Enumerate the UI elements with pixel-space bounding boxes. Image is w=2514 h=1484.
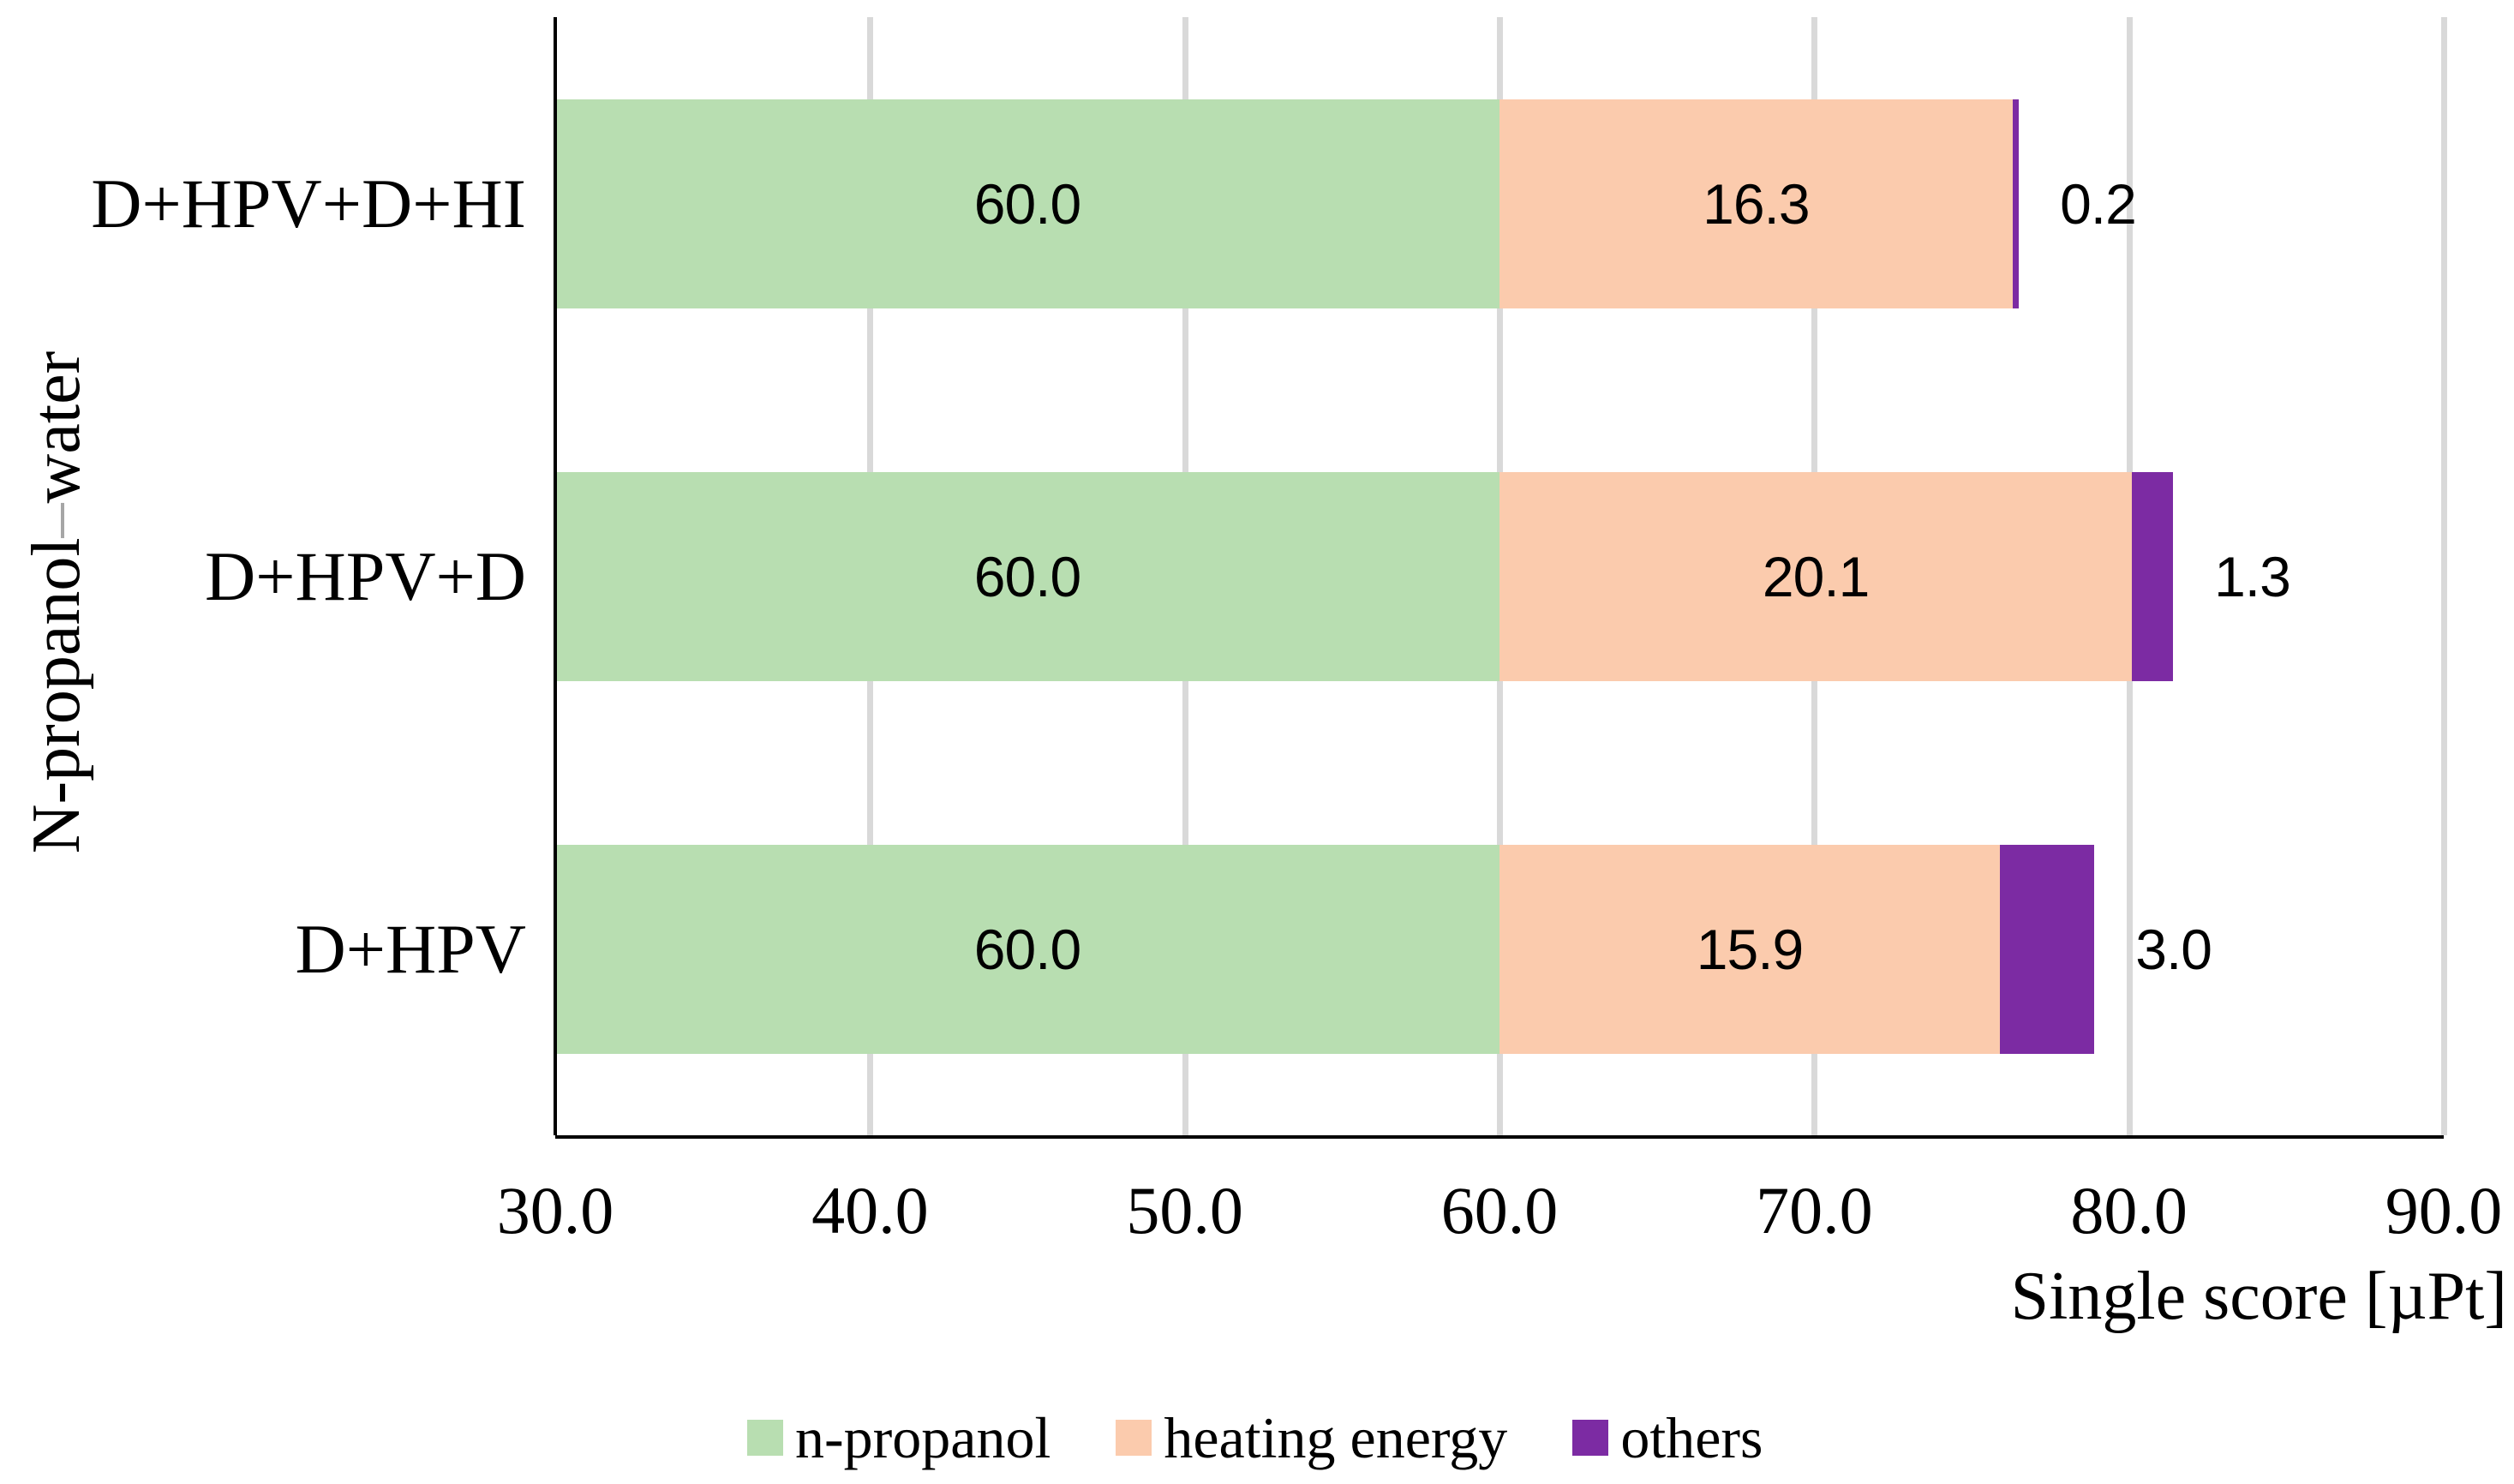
x-tick-label-30.0: 30.0 — [496, 1173, 614, 1248]
y-axis-line — [554, 17, 557, 1135]
bar-segment-others — [2012, 99, 2020, 308]
legend: n-propanol heating energy others — [747, 1395, 1763, 1481]
legend-swatch-heating-energy — [1116, 1420, 1152, 1456]
legend-swatch-others — [1572, 1420, 1609, 1456]
data-label-n-propanol: 60.0 — [973, 171, 1081, 236]
plot-area: 60.0 16.3 0.2 60.0 20.1 1.3 60.0 15.9 3.0 — [555, 17, 2447, 1135]
bar-segment-heating energy — [1499, 844, 2001, 1054]
legend-swatch-n-propanol — [747, 1420, 783, 1456]
legend-label-n-propanol: n-propanol — [795, 1404, 1051, 1470]
x-tick-label-50.0: 50.0 — [1126, 1173, 1243, 1248]
data-label-n-propanol: 60.0 — [973, 544, 1081, 608]
bar-row-D+HPV+D+HI: 60.0 16.3 0.2 — [555, 99, 2444, 308]
legend-item-n-propanol: n-propanol — [747, 1404, 1050, 1472]
gridline-90 — [2441, 17, 2447, 1135]
category-label-D+HPV+D+HI: D+HPV+D+HI — [91, 164, 526, 242]
data-label-heating energy: 15.9 — [1696, 917, 1804, 981]
x-tick-label-90.0: 90.0 — [2385, 1173, 2503, 1248]
data-label-n-propanol: 60.0 — [973, 917, 1081, 981]
bar-segment-others — [2132, 471, 2174, 681]
x-tick-label-60.0: 60.0 — [1440, 1173, 1559, 1248]
data-label-others: 3.0 — [2135, 917, 2212, 981]
data-label-others: 0.2 — [2060, 171, 2137, 236]
x-axis-title: Single score [µPt] — [2010, 1259, 2507, 1334]
data-label-others: 1.3 — [2214, 544, 2291, 608]
bar-row-D+HPV: 60.0 15.9 3.0 — [555, 844, 2444, 1054]
category-label-D+HPV: D+HPV — [295, 909, 526, 988]
legend-item-others: others — [1572, 1404, 1763, 1472]
x-axis-line — [555, 1135, 2444, 1139]
data-label-heating energy: 20.1 — [1762, 544, 1870, 608]
legend-label-heating-energy: heating energy — [1164, 1404, 1508, 1470]
category-label-D+HPV+D: D+HPV+D — [205, 536, 526, 615]
legend-item-heating-energy: heating energy — [1116, 1404, 1507, 1472]
data-label-heating energy: 16.3 — [1703, 171, 1810, 236]
legend-label-others: others — [1620, 1404, 1763, 1470]
bar-segment-n-propanol — [555, 844, 1499, 1054]
x-tick-label-80.0: 80.0 — [2070, 1173, 2188, 1248]
x-tick-label-40.0: 40.0 — [811, 1173, 929, 1248]
bar-segment-others — [2000, 844, 2095, 1054]
bar-segment-n-propanol — [555, 99, 1499, 308]
bar-segment-heating energy — [1499, 99, 2013, 308]
bar-row-D+HPV+D: 60.0 20.1 1.3 — [555, 471, 2444, 681]
x-tick-label-70.0: 70.0 — [1756, 1173, 1873, 1248]
bar-segment-heating energy — [1499, 471, 2133, 681]
y-axis-title-text2: water — [19, 350, 94, 504]
bar-segment-n-propanol — [555, 471, 1499, 681]
